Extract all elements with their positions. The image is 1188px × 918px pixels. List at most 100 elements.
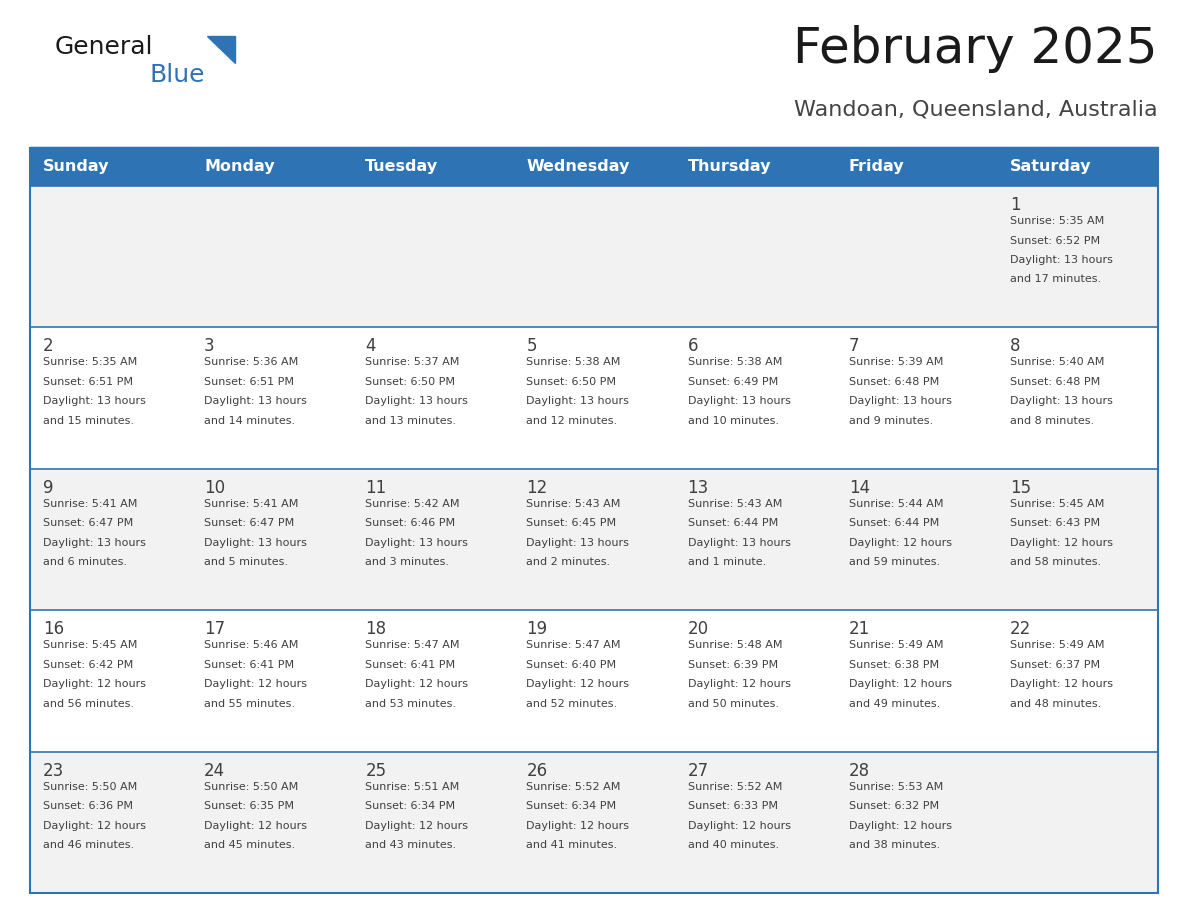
Text: and 15 minutes.: and 15 minutes. — [43, 416, 134, 426]
Bar — [30, 469, 1158, 610]
Text: 26: 26 — [526, 762, 548, 779]
Text: and 46 minutes.: and 46 minutes. — [43, 840, 134, 850]
Text: Sunrise: 5:52 AM: Sunrise: 5:52 AM — [526, 781, 621, 791]
Text: Daylight: 12 hours: Daylight: 12 hours — [526, 679, 630, 689]
Text: Sunset: 6:34 PM: Sunset: 6:34 PM — [526, 801, 617, 812]
Text: Daylight: 13 hours: Daylight: 13 hours — [526, 397, 630, 407]
Text: Sunrise: 5:39 AM: Sunrise: 5:39 AM — [848, 357, 943, 367]
Text: 1: 1 — [1010, 196, 1020, 214]
Text: Daylight: 12 hours: Daylight: 12 hours — [43, 821, 146, 831]
Bar — [191, 148, 353, 186]
Text: General: General — [55, 35, 153, 59]
Bar — [30, 610, 1158, 752]
Text: 5: 5 — [526, 338, 537, 355]
Text: Sunrise: 5:47 AM: Sunrise: 5:47 AM — [526, 640, 621, 650]
Text: and 17 minutes.: and 17 minutes. — [1010, 274, 1101, 285]
Text: Daylight: 13 hours: Daylight: 13 hours — [1010, 397, 1113, 407]
Text: Daylight: 12 hours: Daylight: 12 hours — [365, 679, 468, 689]
Text: Sunrise: 5:42 AM: Sunrise: 5:42 AM — [365, 498, 460, 509]
Text: Daylight: 12 hours: Daylight: 12 hours — [848, 538, 952, 548]
Text: 10: 10 — [204, 479, 226, 497]
Text: Sunrise: 5:35 AM: Sunrise: 5:35 AM — [43, 357, 138, 367]
Text: Wednesday: Wednesday — [526, 160, 630, 174]
Bar — [30, 328, 1158, 469]
Text: and 2 minutes.: and 2 minutes. — [526, 557, 611, 567]
Bar — [30, 148, 191, 186]
Text: and 3 minutes.: and 3 minutes. — [365, 557, 449, 567]
Text: and 56 minutes.: and 56 minutes. — [43, 699, 134, 709]
Text: 4: 4 — [365, 338, 375, 355]
Text: 21: 21 — [848, 621, 870, 638]
Text: Sunrise: 5:44 AM: Sunrise: 5:44 AM — [848, 498, 943, 509]
Text: and 50 minutes.: and 50 minutes. — [688, 699, 778, 709]
Text: 6: 6 — [688, 338, 699, 355]
Text: 14: 14 — [848, 479, 870, 497]
Bar — [997, 148, 1158, 186]
Text: Sunrise: 5:47 AM: Sunrise: 5:47 AM — [365, 640, 460, 650]
Text: Daylight: 13 hours: Daylight: 13 hours — [1010, 255, 1113, 265]
Text: and 12 minutes.: and 12 minutes. — [526, 416, 618, 426]
Text: Daylight: 12 hours: Daylight: 12 hours — [848, 821, 952, 831]
Text: and 49 minutes.: and 49 minutes. — [848, 699, 940, 709]
Text: Sunset: 6:50 PM: Sunset: 6:50 PM — [526, 377, 617, 386]
Text: Friday: Friday — [848, 160, 904, 174]
Text: and 55 minutes.: and 55 minutes. — [204, 699, 295, 709]
Text: Sunset: 6:37 PM: Sunset: 6:37 PM — [1010, 660, 1100, 670]
Text: Daylight: 13 hours: Daylight: 13 hours — [688, 538, 790, 548]
Text: Daylight: 13 hours: Daylight: 13 hours — [43, 397, 146, 407]
Text: Sunrise: 5:50 AM: Sunrise: 5:50 AM — [43, 781, 138, 791]
Text: and 1 minute.: and 1 minute. — [688, 557, 766, 567]
Bar — [30, 148, 1158, 893]
Text: Daylight: 13 hours: Daylight: 13 hours — [365, 538, 468, 548]
Text: 12: 12 — [526, 479, 548, 497]
Text: 15: 15 — [1010, 479, 1031, 497]
Text: Daylight: 13 hours: Daylight: 13 hours — [43, 538, 146, 548]
Text: Sunset: 6:40 PM: Sunset: 6:40 PM — [526, 660, 617, 670]
Text: and 6 minutes.: and 6 minutes. — [43, 557, 127, 567]
Text: 18: 18 — [365, 621, 386, 638]
Text: and 59 minutes.: and 59 minutes. — [848, 557, 940, 567]
Text: 3: 3 — [204, 338, 215, 355]
Text: Sunset: 6:43 PM: Sunset: 6:43 PM — [1010, 519, 1100, 528]
Text: and 38 minutes.: and 38 minutes. — [848, 840, 940, 850]
Text: Sunrise: 5:50 AM: Sunrise: 5:50 AM — [204, 781, 298, 791]
Text: Sunset: 6:35 PM: Sunset: 6:35 PM — [204, 801, 295, 812]
Text: Sunrise: 5:37 AM: Sunrise: 5:37 AM — [365, 357, 460, 367]
Text: 28: 28 — [848, 762, 870, 779]
Text: Monday: Monday — [204, 160, 274, 174]
Text: Thursday: Thursday — [688, 160, 771, 174]
Text: Sunset: 6:47 PM: Sunset: 6:47 PM — [43, 519, 133, 528]
Text: Daylight: 12 hours: Daylight: 12 hours — [1010, 679, 1113, 689]
Text: Sunset: 6:34 PM: Sunset: 6:34 PM — [365, 801, 455, 812]
Text: Saturday: Saturday — [1010, 160, 1092, 174]
Text: and 13 minutes.: and 13 minutes. — [365, 416, 456, 426]
Text: Sunset: 6:48 PM: Sunset: 6:48 PM — [848, 377, 939, 386]
Text: Sunrise: 5:49 AM: Sunrise: 5:49 AM — [848, 640, 943, 650]
Text: Sunrise: 5:46 AM: Sunrise: 5:46 AM — [204, 640, 298, 650]
Bar — [835, 148, 997, 186]
Text: Sunrise: 5:51 AM: Sunrise: 5:51 AM — [365, 781, 460, 791]
Text: and 41 minutes.: and 41 minutes. — [526, 840, 618, 850]
Bar — [353, 148, 513, 186]
Text: Sunrise: 5:45 AM: Sunrise: 5:45 AM — [1010, 498, 1104, 509]
Text: 23: 23 — [43, 762, 64, 779]
Text: Sunset: 6:52 PM: Sunset: 6:52 PM — [1010, 236, 1100, 245]
Text: Sunset: 6:38 PM: Sunset: 6:38 PM — [848, 660, 939, 670]
Text: Daylight: 13 hours: Daylight: 13 hours — [204, 397, 307, 407]
Text: Sunset: 6:49 PM: Sunset: 6:49 PM — [688, 377, 778, 386]
Text: Sunrise: 5:53 AM: Sunrise: 5:53 AM — [848, 781, 943, 791]
Text: Tuesday: Tuesday — [365, 160, 438, 174]
Text: Daylight: 12 hours: Daylight: 12 hours — [43, 679, 146, 689]
Text: Daylight: 13 hours: Daylight: 13 hours — [688, 397, 790, 407]
Polygon shape — [207, 36, 235, 63]
Text: Sunset: 6:41 PM: Sunset: 6:41 PM — [204, 660, 295, 670]
Text: Sunrise: 5:41 AM: Sunrise: 5:41 AM — [43, 498, 138, 509]
Text: and 48 minutes.: and 48 minutes. — [1010, 699, 1101, 709]
Text: Sunset: 6:42 PM: Sunset: 6:42 PM — [43, 660, 133, 670]
Text: Daylight: 13 hours: Daylight: 13 hours — [365, 397, 468, 407]
Text: 8: 8 — [1010, 338, 1020, 355]
Text: Sunset: 6:51 PM: Sunset: 6:51 PM — [43, 377, 133, 386]
Text: and 9 minutes.: and 9 minutes. — [848, 416, 933, 426]
Text: 25: 25 — [365, 762, 386, 779]
Text: and 45 minutes.: and 45 minutes. — [204, 840, 296, 850]
